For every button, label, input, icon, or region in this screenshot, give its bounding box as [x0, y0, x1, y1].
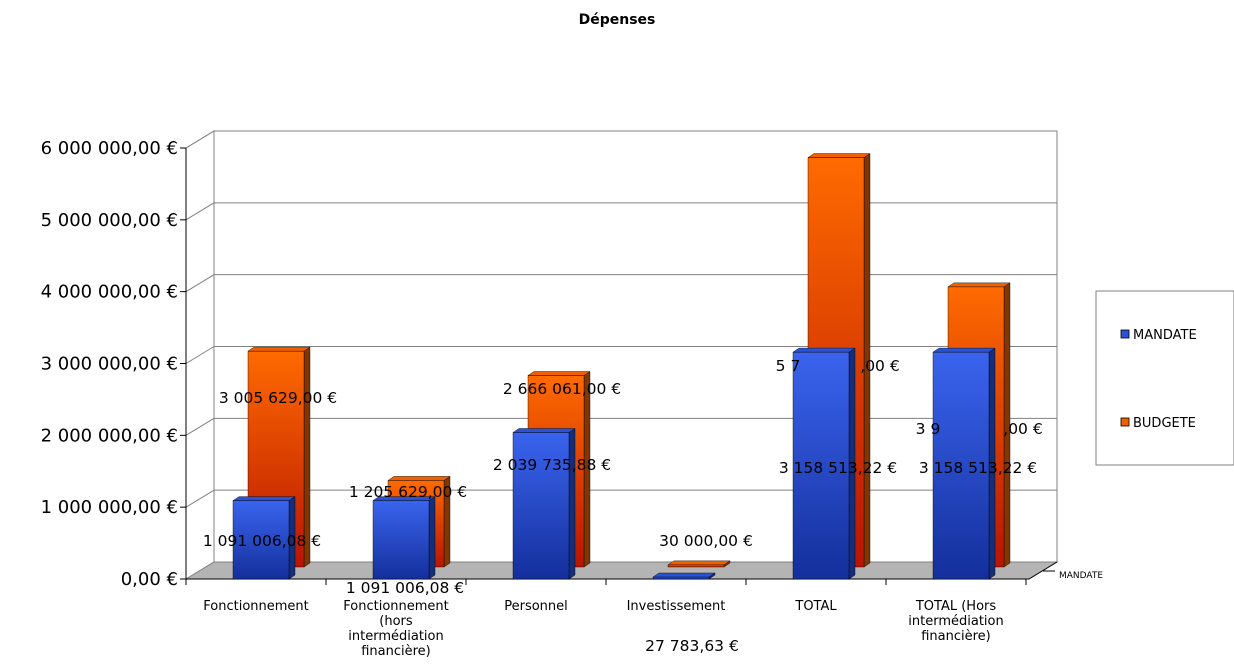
- y-tick-label: 0,00 €: [121, 569, 178, 590]
- floor: [184, 561, 1059, 580]
- legend-label-mandate: MANDATE: [1133, 328, 1197, 343]
- bar-budgete-2-top: [527, 371, 591, 376]
- bar-budgete-3: [667, 560, 731, 568]
- category-label-line: intermédiation: [348, 629, 443, 644]
- category-label-line: Fonctionnement: [343, 599, 449, 614]
- category-label-line: financière): [361, 644, 431, 659]
- y-tick-label: 6 000 000,00 €: [41, 138, 178, 159]
- category-label-line: Investissement: [627, 599, 726, 614]
- category-label-line: (hors: [379, 614, 413, 629]
- y-tick-label: 3 000 000,00 €: [41, 354, 178, 375]
- category-label: TOTAL (Hors intermédiation financière): [908, 599, 1003, 644]
- gridline-side: [185, 130, 215, 149]
- gridline-side: [185, 346, 215, 364]
- bar-budgete-5-top: [947, 282, 1011, 288]
- bar-budgete-0-top: [247, 346, 311, 352]
- bar-mandate-4-top: [792, 347, 856, 353]
- y-tick-label: 4 000 000,00 €: [41, 282, 178, 303]
- bar-mandate-0-front: [232, 500, 290, 580]
- bar-budgete-1-top: [387, 476, 451, 481]
- bar-mandate-2-side: [568, 428, 576, 580]
- data-label-budgete: 5 7: [776, 357, 801, 375]
- data-label-budgete: 2 666 061,00 €: [503, 380, 621, 398]
- category-label-line: TOTAL: [794, 599, 837, 614]
- gridline-side: [185, 274, 215, 293]
- category-label: Fonctionnement (hors intermédiation financi…: [343, 599, 449, 659]
- category-label: Fonctionnement: [203, 599, 309, 614]
- depth-axis-label: MANDATE: [1059, 571, 1103, 581]
- legend-swatch-budgete: [1120, 417, 1130, 427]
- bar-mandate-2-top: [512, 428, 576, 433]
- data-label-mandate: 27 783,63 €: [645, 637, 739, 655]
- data-label-budgete: 30 000,00 €: [659, 532, 753, 550]
- data-label-mandate: 3 158 513,22 €: [919, 459, 1037, 477]
- data-label-mandate: 1 091 006,08 €: [346, 579, 464, 597]
- gridline-side: [185, 202, 215, 221]
- depth-axis: MANDATE: [1028, 561, 1103, 581]
- category-label-line: TOTAL (Hors: [915, 599, 997, 614]
- category-label-line: intermédiation: [908, 614, 1003, 629]
- y-tick-label: 2 000 000,00 €: [41, 425, 178, 446]
- y-tick-label: 1 000 000,00 €: [41, 497, 178, 518]
- bar-mandate-2: [512, 428, 576, 580]
- bar-budgete-4-top: [807, 153, 871, 158]
- legend-label-budgete: BUDGETE: [1133, 416, 1196, 431]
- gridline-side: [185, 489, 215, 508]
- plot-walls: [184, 130, 1059, 580]
- category-label: TOTAL: [794, 599, 837, 614]
- bar-budgete-3-top: [667, 560, 731, 566]
- data-label-budgete: 1 205 629,00 €: [349, 483, 467, 501]
- category-labels: Fonctionnement Fonctionnement (hors intermé…: [203, 599, 1003, 659]
- category-label: Investissement: [627, 599, 726, 614]
- data-label-budgete: ,00 €: [860, 357, 899, 375]
- category-label-line: Personnel: [504, 599, 568, 614]
- bar-mandate-5-front: [932, 351, 990, 580]
- category-label-line: financière): [921, 629, 991, 644]
- x-axis-ticks: [185, 579, 1027, 585]
- data-label-mandate: 3 158 513,22 €: [779, 459, 897, 477]
- bars: [232, 153, 1011, 580]
- bar-mandate-4: [792, 347, 856, 580]
- y-axis-ticks: 0,00 € 1 000 000,00 € 2 000 000,00 € 3 000 …: [41, 138, 186, 590]
- legend: MANDATE BUDGETE: [1095, 290, 1234, 466]
- data-label-budgete: 3 9: [916, 420, 941, 438]
- legend-swatch-mandate: [1120, 329, 1130, 339]
- data-label-mandate: 2 039 735,88 €: [493, 456, 611, 474]
- chart-title: Dépenses: [579, 12, 656, 28]
- bar-mandate-5: [932, 347, 996, 580]
- bar-budgete-3-front: [667, 564, 725, 568]
- bar-mandate-5-top: [932, 347, 996, 353]
- bar-mandate-0-top: [232, 496, 296, 501]
- bar-mandate-4-front: [792, 351, 850, 580]
- bar-mandate-1-side: [428, 496, 436, 580]
- bar-mandate-2-front: [512, 432, 570, 580]
- bar-mandate-0: [232, 496, 296, 580]
- y-tick-label: 5 000 000,00 €: [41, 210, 178, 231]
- bar-mandate-3-front: [652, 576, 710, 580]
- data-label-mandate: 1 091 006,08 €: [203, 532, 321, 550]
- legend-box: [1095, 290, 1234, 466]
- bar-mandate-1: [372, 496, 436, 580]
- data-label-budgete: 3 005 629,00 €: [219, 389, 337, 407]
- category-label-line: Fonctionnement: [203, 599, 309, 614]
- bar-mandate-3-top: [652, 572, 716, 578]
- data-labels: 1 091 006,08 € 1 091 006,08 € 2 039 735,88…: [203, 357, 1043, 655]
- bar-mandate-1-front: [372, 500, 430, 580]
- gridlines: [185, 130, 1057, 508]
- bar-mandate-1-top: [372, 496, 436, 501]
- bar-mandate-3: [652, 572, 716, 580]
- data-label-budgete: ,00 €: [1003, 420, 1042, 438]
- gridline-side: [185, 417, 215, 436]
- category-label: Personnel: [504, 599, 568, 614]
